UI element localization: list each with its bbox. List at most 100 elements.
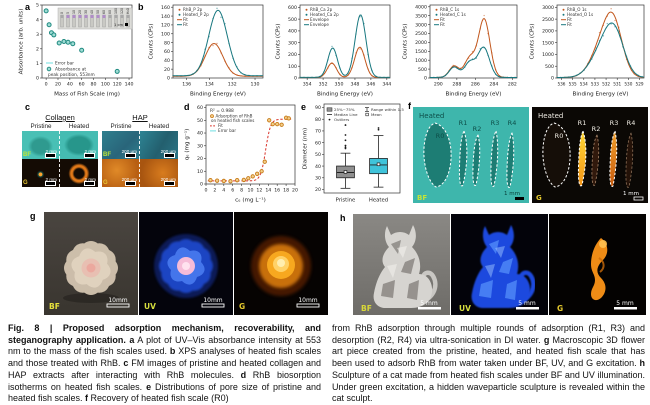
svg-text:Pristine: Pristine	[336, 198, 356, 204]
svg-text:200: 200	[288, 52, 297, 58]
svg-text:134: 134	[205, 82, 214, 88]
scale-label: 2 mm	[84, 177, 96, 182]
svg-text:Heated_O 1s: Heated_O 1s	[567, 12, 593, 17]
svg-text:0: 0	[167, 76, 170, 82]
svg-text:Median Line: Median Line	[334, 112, 358, 117]
panel-f-letter: f	[408, 101, 411, 111]
fm-image-collagen-heated-bf: 2 mm	[60, 131, 98, 159]
svg-text:Counts (CPs): Counts (CPs)	[149, 24, 155, 60]
svg-text:0: 0	[60, 12, 64, 14]
scale-label: 200 μm	[160, 177, 176, 182]
flower-photo-g: G 10mm	[234, 212, 328, 315]
svg-text:Outliers: Outliers	[334, 117, 349, 122]
svg-text:Fit: Fit	[440, 22, 445, 27]
svg-text:Absorbance at: Absorbance at	[55, 67, 86, 73]
svg-text:2000: 2000	[542, 29, 554, 35]
bf-tag: BF	[417, 194, 427, 202]
svg-text:25%~75%: 25%~75%	[334, 107, 355, 112]
svg-text:346: 346	[366, 82, 375, 88]
svg-text:on heated fish scales: on heated fish scales	[211, 118, 254, 123]
panel-c-fm-images: Collagen HAP Pristine Heated Pristine He…	[22, 113, 178, 187]
collagen-pristine-label: Pristine	[30, 123, 52, 130]
svg-text:500: 500	[288, 17, 297, 23]
svg-text:Heated_Ca 2p: Heated_Ca 2p	[310, 12, 339, 17]
svg-text:1 cm: 1 cm	[114, 23, 123, 27]
svg-text:5: 5	[36, 3, 39, 9]
svg-text:Heated_P 2p: Heated_P 2p	[183, 12, 209, 17]
svg-text:80: 80	[164, 40, 170, 46]
svg-text:40: 40	[90, 10, 94, 14]
svg-text:Absorbance (arb. units): Absorbance (arb. units)	[19, 9, 25, 75]
svg-text:20: 20	[55, 82, 61, 88]
svg-text:RhB_C 1s: RhB_C 1s	[440, 7, 459, 12]
region-r0-label: R0	[555, 132, 564, 140]
svg-text:282: 282	[508, 82, 517, 88]
scale-label: 2 mm	[84, 149, 96, 154]
svg-text:529: 529	[636, 82, 644, 87]
svg-text:60: 60	[164, 49, 170, 55]
svg-text:18: 18	[283, 188, 289, 194]
svg-text:16: 16	[274, 188, 280, 194]
svg-text:Counts (CPs): Counts (CPs)	[530, 24, 536, 60]
scale-label: 200 μm	[160, 149, 176, 154]
recovery-image-g: Heated R0 R1 R2 R3 R4 1 mm G	[532, 107, 648, 203]
svg-text:531: 531	[613, 82, 621, 87]
svg-text:80: 80	[91, 82, 97, 88]
g-tag: G	[557, 304, 563, 313]
svg-text:290: 290	[434, 82, 443, 88]
flower-g	[251, 236, 311, 296]
svg-text:Binding Energy (eV): Binding Energy (eV)	[573, 92, 629, 98]
svg-text:2000: 2000	[415, 40, 427, 46]
svg-text:1500: 1500	[415, 49, 427, 55]
svg-text:132: 132	[228, 82, 237, 88]
f-g-title: Heated	[538, 112, 563, 120]
svg-text:10: 10	[197, 169, 203, 175]
figure-caption-column-1: Fig. 8 | Proposed adsorption mechanism, …	[8, 323, 322, 404]
svg-text:1500: 1500	[542, 40, 554, 46]
scale-bar	[164, 153, 175, 158]
svg-text:Binding Energy (eV): Binding Energy (eV)	[446, 92, 502, 98]
svg-text:100: 100	[101, 82, 110, 88]
svg-text:R² = 0.988: R² = 0.988	[210, 108, 234, 114]
region-r3-label: R3	[610, 119, 619, 127]
panel-c-material-headers: Collagen HAP	[22, 113, 178, 122]
svg-text:H₂O: H₂O	[126, 7, 130, 14]
svg-text:120: 120	[161, 23, 170, 29]
scale-bar	[201, 303, 225, 308]
svg-text:Range within 1.5IQR: Range within 1.5IQR	[371, 107, 404, 112]
g-tag: G	[536, 194, 542, 202]
hap-pristine-label: Pristine	[110, 123, 132, 130]
flower-bf	[64, 241, 118, 295]
panel-b-letter: b	[138, 2, 144, 12]
collagen-header: Collagen	[45, 113, 75, 122]
bf-tag: BF	[361, 304, 372, 313]
flower-uv	[159, 239, 213, 293]
svg-text:288: 288	[452, 82, 461, 88]
svg-text:286: 286	[471, 82, 480, 88]
svg-text:80: 80	[108, 10, 112, 14]
g-tag: G	[103, 180, 108, 186]
svg-text:348: 348	[350, 82, 359, 88]
svg-text:Fit: Fit	[440, 17, 445, 22]
scale-bar	[106, 303, 130, 308]
svg-text:Adsorption of RhB: Adsorption of RhB	[216, 113, 253, 118]
figure-caption-column-2: from RhB adsorption through multiple rou…	[332, 323, 646, 404]
svg-text:354: 354	[303, 82, 312, 88]
region-r0-label: R0	[436, 132, 445, 140]
scale-bar	[516, 307, 539, 310]
chart-xps-o1s: 536 535 534 533 532 531 530 529 0 500 1000 1500 2000…	[530, 4, 645, 98]
svg-text:Counts (CPs): Counts (CPs)	[276, 24, 282, 60]
scale-label: 2 mm	[45, 177, 57, 182]
svg-text:Fit: Fit	[183, 22, 188, 27]
svg-text:344: 344	[382, 82, 391, 88]
svg-text:Error bar: Error bar	[55, 61, 74, 67]
region-r2-label: R2	[473, 125, 482, 133]
fm-image-hap-pristine-g: G 200 μm	[102, 159, 140, 187]
svg-text:0: 0	[294, 76, 297, 82]
scale-bar	[45, 153, 56, 158]
collagen-heated-label: Heated	[68, 123, 90, 130]
scale-label: 2 mm	[45, 149, 57, 154]
flower-photo-uv: UV 10mm	[139, 212, 233, 315]
cat-photo-g-hidden-sculpture: G 5 mm	[549, 214, 646, 315]
